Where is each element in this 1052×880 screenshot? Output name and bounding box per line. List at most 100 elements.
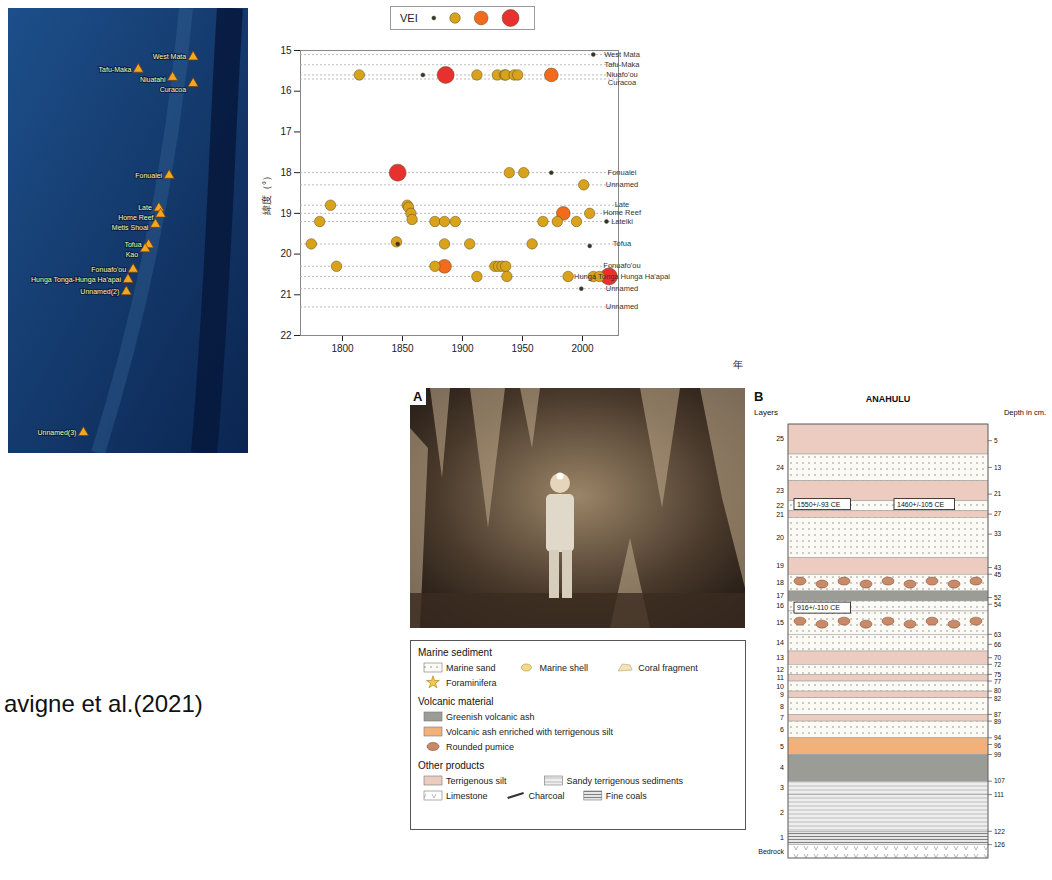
svg-text:916+/-110 CE: 916+/-110 CE (797, 604, 840, 611)
svg-text:3: 3 (780, 784, 784, 791)
svg-text:21: 21 (776, 511, 784, 518)
svg-text:21: 21 (280, 289, 292, 300)
svg-text:Sandy terrigenous sediments: Sandy terrigenous sediments (566, 776, 683, 786)
svg-text:16: 16 (280, 85, 292, 96)
svg-text:Greenish volcanic ash: Greenish volcanic ash (446, 712, 535, 722)
svg-text:25: 25 (776, 435, 784, 442)
svg-text:Unnamed(3): Unnamed(3) (38, 429, 77, 437)
svg-text:82: 82 (994, 695, 1002, 702)
svg-text:75: 75 (994, 671, 1002, 678)
svg-text:17: 17 (280, 126, 292, 137)
svg-text:Depth in cm.: Depth in cm. (1004, 408, 1046, 417)
svg-text:15: 15 (280, 45, 292, 56)
svg-text:122: 122 (994, 828, 1005, 835)
svg-text:13: 13 (994, 464, 1002, 471)
svg-text:94: 94 (994, 734, 1002, 741)
svg-text:Fine coals: Fine coals (606, 791, 648, 801)
svg-text:1550+/-93 CE: 1550+/-93 CE (797, 501, 841, 508)
svg-text:33: 33 (994, 530, 1002, 537)
svg-text:Volcanic ash enriched with ter: Volcanic ash enriched with terrigenous s… (446, 727, 614, 737)
svg-text:Hunga Tonga-Hunga Ha'apai: Hunga Tonga-Hunga Ha'apai (31, 276, 121, 284)
svg-text:Late: Late (138, 204, 152, 211)
svg-text:15: 15 (776, 619, 784, 626)
svg-text:Volcanic material: Volcanic material (418, 696, 494, 707)
svg-text:Other products: Other products (418, 760, 484, 771)
svg-text:126: 126 (994, 841, 1005, 848)
svg-text:Niuatahi: Niuatahi (140, 76, 166, 83)
svg-text:Unnamed: Unnamed (606, 180, 639, 189)
svg-text:Fonuafo'ou: Fonuafo'ou (603, 261, 640, 270)
svg-text:Tafu-Maka: Tafu-Maka (604, 60, 640, 69)
svg-text:23: 23 (776, 487, 784, 494)
svg-text:45: 45 (994, 571, 1002, 578)
svg-text:111: 111 (994, 791, 1004, 798)
svg-text:Metis Shoal: Metis Shoal (112, 224, 149, 231)
svg-text:63: 63 (994, 631, 1002, 638)
svg-text:18: 18 (776, 579, 784, 586)
svg-text:1: 1 (780, 834, 784, 841)
svg-text:Marine sand: Marine sand (446, 663, 496, 673)
svg-text:16: 16 (776, 602, 784, 609)
svg-text:West Mata: West Mata (604, 50, 641, 59)
svg-text:2000: 2000 (571, 343, 594, 354)
svg-text:VEI: VEI (400, 12, 418, 24)
svg-text:19: 19 (776, 562, 784, 569)
svg-text:Tafu-Maka: Tafu-Maka (99, 66, 132, 73)
svg-text:Foraminifera: Foraminifera (446, 678, 497, 688)
svg-text:80: 80 (994, 687, 1002, 694)
svg-text:Terrigenous silt: Terrigenous silt (446, 776, 507, 786)
svg-text:14: 14 (776, 639, 784, 646)
svg-text:52: 52 (994, 594, 1002, 601)
svg-text:89: 89 (994, 718, 1002, 725)
svg-text:Layers: Layers (754, 408, 778, 417)
svg-text:43: 43 (994, 564, 1002, 571)
svg-text:24: 24 (776, 464, 784, 471)
svg-text:2: 2 (780, 809, 784, 816)
svg-text:Tofua: Tofua (124, 241, 141, 248)
svg-text:Fonualei: Fonualei (135, 172, 162, 179)
svg-text:Unnamed: Unnamed (606, 284, 639, 293)
svg-text:27: 27 (994, 510, 1002, 517)
svg-text:年: 年 (733, 359, 743, 370)
svg-text:20: 20 (280, 248, 292, 259)
svg-text:緯度（°）: 緯度（°） (261, 171, 272, 216)
svg-text:22: 22 (280, 330, 292, 341)
svg-text:Curacoa: Curacoa (608, 78, 637, 87)
svg-text:99: 99 (994, 751, 1002, 758)
svg-text:Unnamed: Unnamed (606, 302, 639, 311)
svg-text:1850: 1850 (391, 343, 414, 354)
svg-text:Home Reef: Home Reef (118, 214, 153, 221)
svg-text:87: 87 (994, 711, 1002, 718)
svg-text:5: 5 (994, 437, 998, 444)
svg-text:1950: 1950 (511, 343, 534, 354)
svg-text:72: 72 (994, 661, 1002, 668)
svg-text:1800: 1800 (331, 343, 354, 354)
svg-text:54: 54 (994, 601, 1002, 608)
svg-text:5: 5 (780, 743, 784, 750)
svg-text:12: 12 (776, 666, 784, 673)
svg-text:Kao: Kao (126, 251, 139, 258)
svg-text:Curacoa: Curacoa (160, 86, 187, 93)
svg-text:Fonuafo'ou: Fonuafo'ou (91, 266, 126, 273)
svg-text:107: 107 (994, 777, 1005, 784)
svg-text:13: 13 (776, 654, 784, 661)
svg-text:20: 20 (776, 534, 784, 541)
svg-text:4: 4 (780, 764, 784, 771)
svg-text:ANAHULU: ANAHULU (866, 394, 911, 404)
svg-text:7: 7 (780, 714, 784, 721)
svg-text:Limestone: Limestone (446, 791, 488, 801)
svg-text:A: A (413, 389, 423, 404)
svg-text:6: 6 (780, 726, 784, 733)
svg-text:Tofua: Tofua (613, 239, 632, 248)
svg-text:B: B (754, 389, 763, 404)
svg-text:1460+/-105 CE: 1460+/-105 CE (897, 501, 945, 508)
svg-text:8: 8 (780, 703, 784, 710)
svg-text:Rounded pumice: Rounded pumice (446, 742, 514, 752)
svg-text:Unnamed(2): Unnamed(2) (80, 288, 119, 296)
svg-text:77: 77 (994, 678, 1002, 685)
svg-text:66: 66 (994, 641, 1002, 648)
svg-text:Marine sediment: Marine sediment (418, 647, 492, 658)
svg-text:9: 9 (780, 691, 784, 698)
svg-text:10: 10 (776, 683, 784, 690)
svg-text:17: 17 (776, 592, 784, 599)
